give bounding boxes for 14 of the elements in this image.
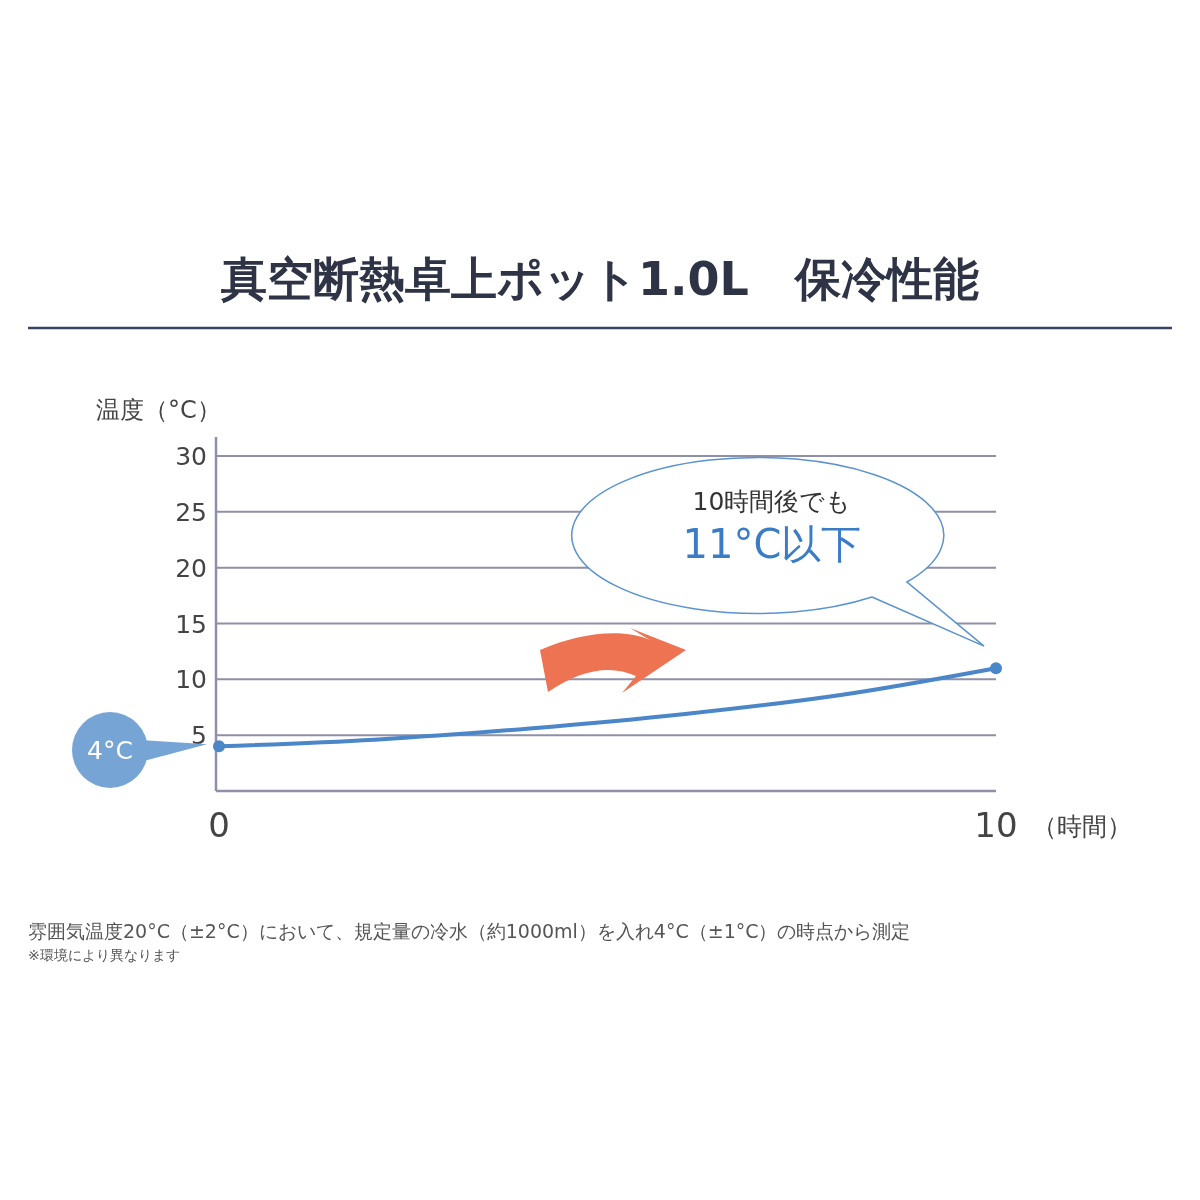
y-tick-label: 20 (175, 553, 207, 583)
x-tick-label: 0 (208, 805, 230, 845)
y-tick-label: 25 (175, 497, 207, 527)
x-axis-title: （時間） (1032, 812, 1132, 841)
y-axis-title: 温度（°C） (96, 396, 221, 424)
chart-title: 真空断熱卓上ポット1.0L 保冷性能 (220, 252, 979, 306)
annotation: 10時間後でも 11°C以下 (682, 487, 862, 567)
text: 4°C (87, 736, 133, 765)
y-tick-label: 5 (191, 721, 207, 751)
y-tick-label: 10 (175, 665, 207, 695)
text: ※環境により異なります (28, 947, 180, 963)
text: 雰囲気温度20°C（±2°C）において、規定量の冷水（約1000ml）を入れ4°C（±1°C）の時点から測定 (28, 920, 911, 942)
y-tick-label: 15 (175, 609, 207, 639)
y-tick-label: 30 (175, 442, 207, 471)
